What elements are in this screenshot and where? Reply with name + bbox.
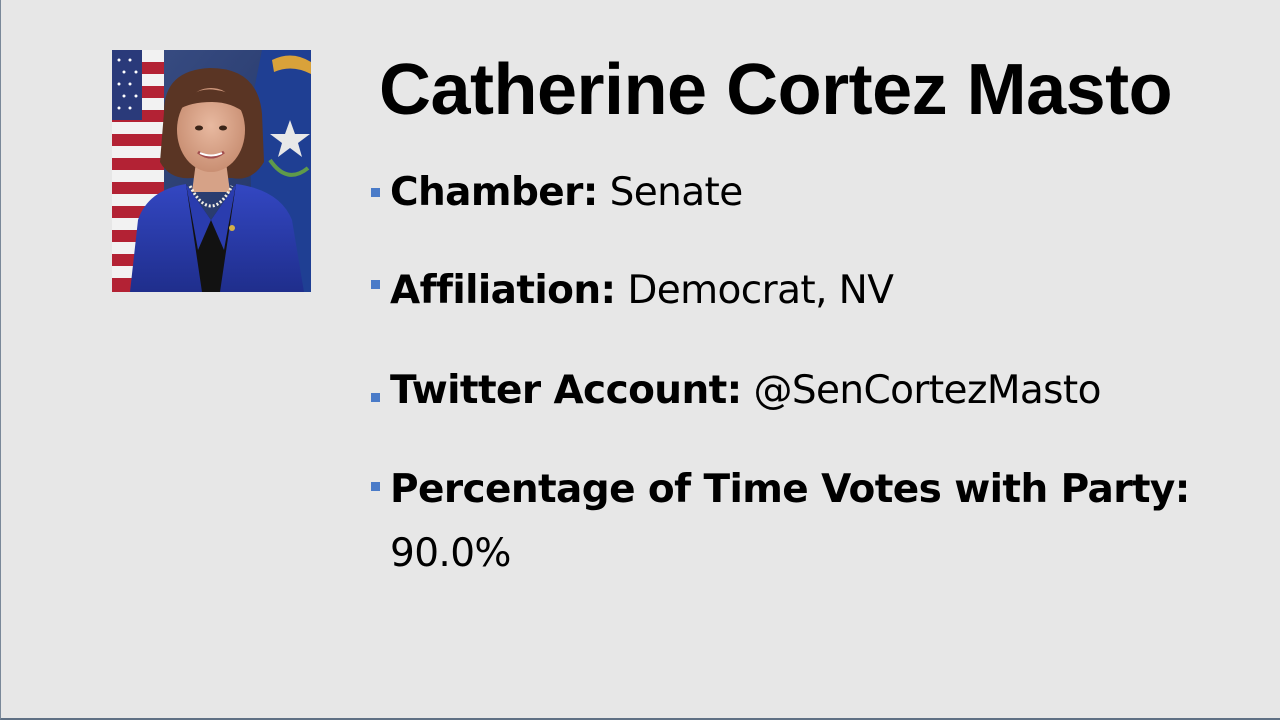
bullet-label: Chamber: [390,170,598,215]
bullet-value: 90.0% [390,531,512,576]
bullet-value: Democrat, NV [627,268,894,313]
bullet-chamber: Chamber: Senate [371,170,743,216]
bullet-marker-icon [371,393,380,402]
bullet-affiliation: Affiliation: Democrat, NV [371,268,894,314]
portrait-photo [112,50,311,292]
bullet-value: Senate [609,170,744,215]
bullet-marker-icon [371,482,380,491]
bullet-marker-icon [371,280,380,289]
bullet-marker-icon [371,188,380,197]
bullet-party-vote-percentage: Percentage of Time Votes with Party: 90.… [371,467,1190,576]
us-flag-icon [112,50,164,292]
bullet-label: Affiliation: [390,268,616,313]
page-title: Catherine Cortez Masto [379,50,1173,130]
bullet-label: Twitter Account: [390,368,742,413]
bullet-value: @SenCortezMasto [753,368,1101,413]
bullet-label: Percentage of Time Votes with Party: [390,467,1190,512]
bullet-twitter-account: Twitter Account: @SenCortezMasto [371,368,1101,414]
